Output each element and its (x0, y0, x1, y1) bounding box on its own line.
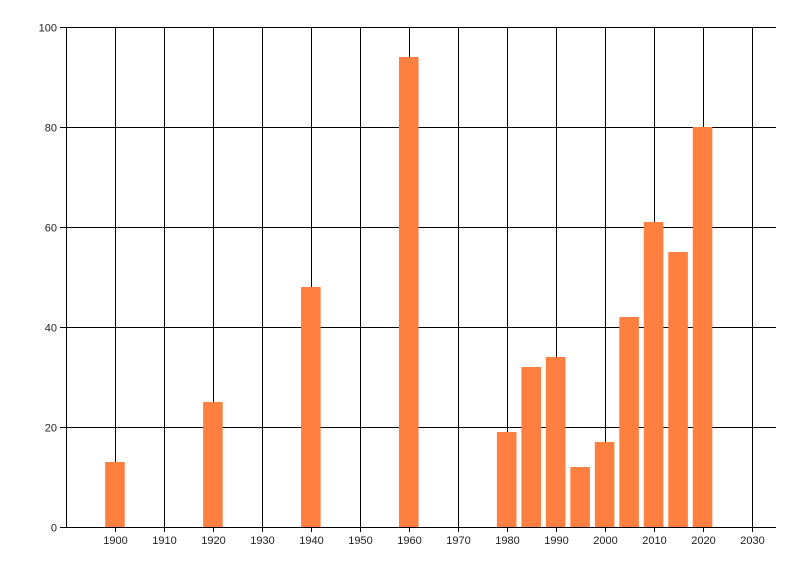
x-tick-label: 1900 (103, 535, 127, 547)
x-tick-label: 1960 (397, 535, 421, 547)
x-tick-label: 1930 (250, 535, 274, 547)
y-tick-label: 0 (51, 523, 57, 535)
bar (692, 127, 713, 527)
x-tick-label: 1920 (201, 535, 225, 547)
y-tick-label: 40 (45, 323, 57, 335)
x-tick-label: 2030 (740, 535, 764, 547)
y-tick-label: 100 (39, 23, 57, 35)
y-tick-label: 60 (45, 223, 57, 235)
x-tick-label: 2000 (593, 535, 617, 547)
x-tick-label: 1950 (348, 535, 372, 547)
x-tick-label: 2010 (642, 535, 666, 547)
x-tick-label: 1980 (495, 535, 519, 547)
axes (66, 27, 776, 528)
x-tick-label: 2020 (691, 535, 715, 547)
bar (570, 467, 590, 527)
bar (496, 432, 517, 527)
tick-labels: 1900 1910 1920 1930 1940 1950 1960 1970 1980 1990… (39, 23, 765, 548)
bar (203, 402, 223, 527)
bar (619, 317, 639, 527)
bar (398, 57, 419, 527)
bar (105, 462, 125, 527)
x-tick-label: 1940 (299, 535, 323, 547)
y-tick-label: 80 (45, 123, 57, 135)
y-tick-label: 20 (45, 423, 57, 435)
bar (668, 252, 688, 527)
bars (105, 57, 713, 527)
x-tick-label: 1990 (544, 535, 568, 547)
bar (643, 222, 664, 527)
x-tick-label: 1970 (446, 535, 470, 547)
bar (545, 357, 566, 527)
bar (521, 367, 541, 527)
bar (301, 287, 321, 527)
x-tick-label: 1910 (152, 535, 176, 547)
bar (594, 442, 615, 527)
